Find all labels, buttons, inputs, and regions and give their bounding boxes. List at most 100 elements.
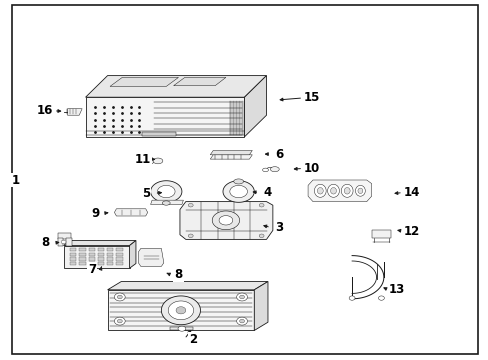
Text: 6: 6 bbox=[275, 148, 283, 161]
Text: 2: 2 bbox=[189, 333, 197, 346]
Polygon shape bbox=[138, 248, 163, 266]
Polygon shape bbox=[330, 188, 336, 194]
Polygon shape bbox=[58, 233, 71, 239]
Polygon shape bbox=[178, 326, 185, 331]
Polygon shape bbox=[157, 185, 175, 198]
Text: 8: 8 bbox=[41, 237, 49, 249]
Bar bbox=[116, 262, 122, 265]
Polygon shape bbox=[244, 76, 266, 137]
Polygon shape bbox=[85, 97, 244, 137]
Polygon shape bbox=[233, 179, 243, 184]
Text: 14: 14 bbox=[403, 186, 419, 199]
Polygon shape bbox=[63, 246, 129, 268]
Polygon shape bbox=[327, 184, 339, 197]
Polygon shape bbox=[117, 319, 122, 323]
Bar bbox=[107, 257, 113, 261]
Bar bbox=[79, 257, 85, 261]
Text: 8: 8 bbox=[174, 268, 182, 281]
Polygon shape bbox=[188, 234, 193, 238]
Polygon shape bbox=[236, 317, 247, 325]
Bar bbox=[88, 257, 95, 261]
Polygon shape bbox=[239, 319, 244, 323]
Polygon shape bbox=[117, 295, 122, 299]
Polygon shape bbox=[270, 167, 279, 172]
Polygon shape bbox=[223, 181, 254, 202]
Polygon shape bbox=[107, 282, 267, 290]
Polygon shape bbox=[129, 240, 136, 268]
Polygon shape bbox=[58, 238, 62, 246]
Polygon shape bbox=[150, 181, 182, 202]
Polygon shape bbox=[61, 240, 66, 244]
Bar bbox=[98, 257, 104, 261]
Bar bbox=[107, 253, 113, 256]
Polygon shape bbox=[176, 307, 185, 314]
Polygon shape bbox=[63, 240, 136, 246]
Polygon shape bbox=[262, 168, 268, 172]
Polygon shape bbox=[219, 216, 232, 225]
Bar bbox=[79, 248, 85, 251]
Polygon shape bbox=[153, 158, 163, 164]
Polygon shape bbox=[254, 282, 267, 330]
Polygon shape bbox=[180, 202, 272, 239]
Bar bbox=[70, 262, 76, 265]
Bar bbox=[98, 262, 104, 265]
Polygon shape bbox=[210, 150, 252, 155]
Polygon shape bbox=[341, 184, 352, 197]
Text: 1: 1 bbox=[12, 174, 20, 186]
Polygon shape bbox=[107, 290, 254, 330]
Polygon shape bbox=[161, 296, 200, 325]
Polygon shape bbox=[173, 77, 225, 86]
Text: 7: 7 bbox=[88, 263, 96, 276]
Polygon shape bbox=[259, 234, 264, 238]
Polygon shape bbox=[307, 180, 371, 202]
Bar bbox=[88, 248, 95, 251]
Polygon shape bbox=[314, 184, 325, 197]
Polygon shape bbox=[344, 188, 349, 194]
Bar bbox=[70, 248, 76, 251]
Polygon shape bbox=[144, 158, 154, 164]
Polygon shape bbox=[236, 293, 247, 301]
Text: 12: 12 bbox=[403, 225, 419, 238]
Bar bbox=[88, 253, 95, 256]
Polygon shape bbox=[378, 296, 384, 300]
Polygon shape bbox=[162, 201, 170, 205]
Polygon shape bbox=[67, 109, 82, 115]
Polygon shape bbox=[66, 238, 72, 246]
Polygon shape bbox=[348, 296, 354, 300]
Polygon shape bbox=[317, 188, 323, 194]
Bar bbox=[98, 253, 104, 256]
Text: 13: 13 bbox=[388, 283, 405, 296]
Polygon shape bbox=[229, 185, 247, 198]
Bar bbox=[116, 257, 122, 261]
Bar bbox=[98, 248, 104, 251]
Bar bbox=[79, 262, 85, 265]
Text: 3: 3 bbox=[275, 221, 283, 234]
Bar bbox=[107, 248, 113, 251]
Polygon shape bbox=[239, 295, 244, 299]
Polygon shape bbox=[170, 327, 193, 330]
Text: 10: 10 bbox=[303, 162, 320, 175]
Bar bbox=[107, 262, 113, 265]
Polygon shape bbox=[114, 293, 125, 301]
Text: 11: 11 bbox=[134, 153, 151, 166]
Bar bbox=[70, 253, 76, 256]
Polygon shape bbox=[355, 185, 365, 196]
Bar bbox=[79, 253, 85, 256]
Bar bbox=[116, 253, 122, 256]
Polygon shape bbox=[357, 188, 362, 193]
Polygon shape bbox=[188, 203, 193, 207]
Text: 5: 5 bbox=[142, 187, 149, 200]
Polygon shape bbox=[168, 301, 193, 320]
Polygon shape bbox=[371, 230, 390, 238]
Bar bbox=[70, 257, 76, 261]
Polygon shape bbox=[210, 155, 252, 159]
Bar bbox=[142, 132, 176, 136]
Bar bbox=[88, 262, 95, 265]
Text: 9: 9 bbox=[92, 207, 100, 220]
Polygon shape bbox=[114, 209, 147, 216]
Polygon shape bbox=[85, 76, 266, 97]
Polygon shape bbox=[212, 211, 239, 230]
Polygon shape bbox=[110, 77, 178, 86]
Bar bbox=[116, 248, 122, 251]
Polygon shape bbox=[150, 200, 183, 204]
